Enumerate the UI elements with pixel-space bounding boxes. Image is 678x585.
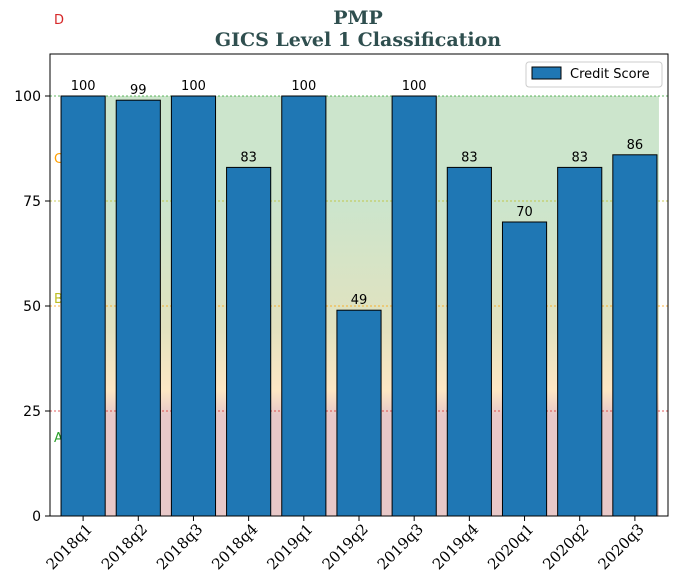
x-tick-label-2020q2: 2020q2 xyxy=(539,520,592,573)
data-label-2020q3: 86 xyxy=(627,138,644,153)
x-tick-label-2019q2: 2019q2 xyxy=(319,520,372,573)
data-label-2020q2: 83 xyxy=(571,150,588,165)
bar-2018q2 xyxy=(115,99,161,517)
y-tick-label-50: 50 xyxy=(23,299,41,315)
chart-subtitle: GICS Level 1 Classification xyxy=(215,29,501,51)
data-label-2018q4: 83 xyxy=(240,150,257,165)
y-tick-label-100: 100 xyxy=(14,89,41,105)
data-label-2019q1: 100 xyxy=(291,79,316,94)
data-label-2019q2: 49 xyxy=(351,293,368,308)
x-tick-label-2019q4: 2019q4 xyxy=(429,520,482,573)
zone-labels: A B C D xyxy=(54,13,64,446)
x-tick-label-2018q2: 2018q2 xyxy=(98,520,151,573)
data-label-2019q3: 100 xyxy=(402,79,427,94)
bar-2019q4 xyxy=(446,166,492,517)
bar-2018q3 xyxy=(170,95,217,517)
y-tick-label-25: 25 xyxy=(23,404,41,420)
zone-label-D: D xyxy=(54,13,64,28)
data-label-2019q4: 83 xyxy=(461,150,478,165)
y-tick-label-75: 75 xyxy=(23,194,41,210)
zone-label-A: A xyxy=(54,431,63,446)
x-tick-label-2019q3: 2019q3 xyxy=(374,520,427,573)
x-tick-label-2019q1: 2019q1 xyxy=(263,520,316,573)
bar-2020q2 xyxy=(557,166,603,517)
bar-2018q4 xyxy=(226,166,272,517)
bar-2019q1 xyxy=(281,95,327,517)
bar-2019q3 xyxy=(391,95,437,517)
data-label-2018q1: 100 xyxy=(71,79,96,94)
x-axis: 2018q1 2018q2 2018q3 2018q4 2019q1 2019q2 2019… xyxy=(43,516,648,573)
bar-2019q2 xyxy=(336,309,382,517)
data-label-2018q2: 99 xyxy=(130,83,147,98)
legend-label: Credit Score xyxy=(570,67,650,82)
chart-title: PMP xyxy=(333,7,383,29)
x-tick-label-2018q4: 2018q4 xyxy=(208,520,261,573)
x-tick-label-2018q1: 2018q1 xyxy=(43,520,96,573)
y-axis: 0 25 50 75 100 xyxy=(14,89,50,525)
legend: Credit Score xyxy=(525,61,663,88)
zone-label-C: C xyxy=(54,152,63,167)
data-label-2018q3: 100 xyxy=(181,79,206,94)
x-tick-label-2018q3: 2018q3 xyxy=(153,520,206,573)
x-tick-label-2020q1: 2020q1 xyxy=(484,520,537,573)
plot-area: 100 99 100 83 100 49 100 83 70 83 86 xyxy=(49,53,669,517)
bar-2020q3 xyxy=(612,154,658,517)
legend-swatch xyxy=(531,66,562,80)
y-tick-label-0: 0 xyxy=(32,509,41,525)
data-label-2020q1: 70 xyxy=(516,205,533,220)
bar-2018q1 xyxy=(60,95,106,517)
bar-2020q1 xyxy=(501,221,548,517)
x-tick-label-2020q3: 2020q3 xyxy=(594,520,647,573)
zone-label-B: B xyxy=(54,292,63,307)
